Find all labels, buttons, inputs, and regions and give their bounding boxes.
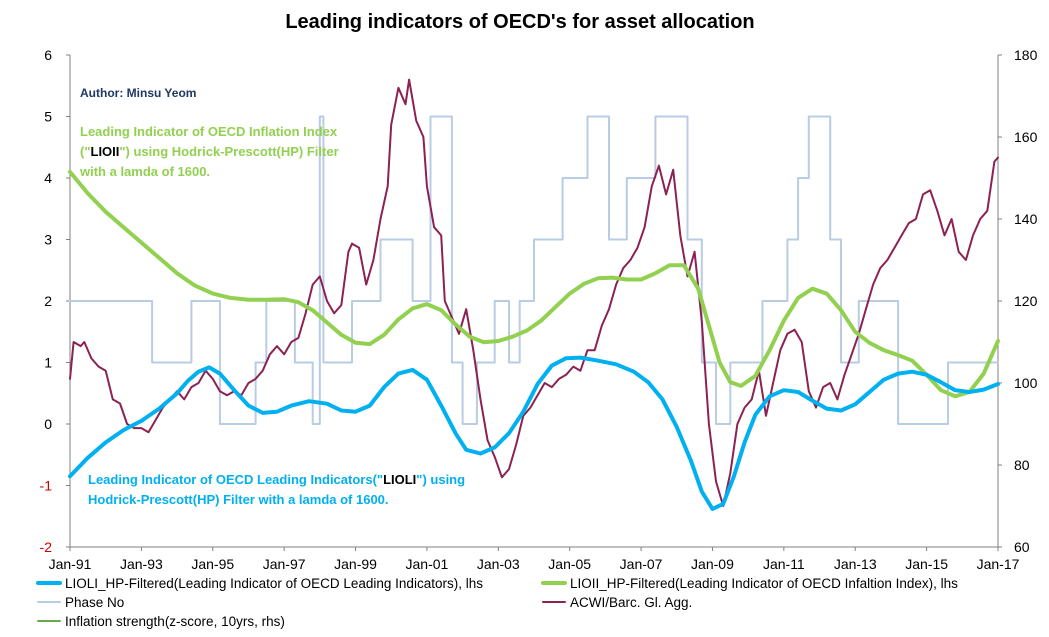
y-right-tick-label: 60 [1014,539,1030,555]
annotation-line: ("LIOII") using Hodrick-Prescott(HP) Fil… [80,144,339,159]
y-left-tick-label: -2 [40,539,53,555]
y-right-tick-label: 160 [1014,129,1038,145]
x-tick-label: Jan-17 [977,556,1020,572]
x-tick-label: Jan-07 [620,556,663,572]
annotation-emphasis: LIOII [91,144,120,159]
x-tick-label: Jan-95 [191,556,234,572]
y-right-tick-label: 80 [1014,457,1030,473]
x-tick-label: Jan-09 [691,556,734,572]
series-lioli-line [68,355,1000,511]
x-tick-label: Jan-05 [548,556,591,572]
annotation-text: Leading Indicator of OECD Leading Indica… [88,472,383,487]
annotation-text: Hodrick-Prescott(HP) Filter with a lamda… [88,492,389,507]
y-left-tick-label: 0 [44,416,52,432]
x-tick-label: Jan-03 [477,556,520,572]
legend-label: ACWI/Barc. Gl. Agg. [570,595,692,610]
x-tick-label: Jan-99 [334,556,377,572]
annotation-emphasis: LIOLI [383,472,416,487]
y-left-tick-label: 4 [44,170,52,186]
legend-label: Phase No [65,595,124,610]
author-label: Author: Minsu Yeom [80,86,196,100]
y-right-tick-label: 140 [1014,211,1038,227]
annotation-line: Leading Indicator of OECD Inflation Inde… [80,124,338,139]
legend-label: Inflation strength(z-score, 10yrs, rhs) [65,614,285,629]
annotation-text: ") using [416,472,465,487]
y-left-tick-label: 2 [44,293,52,309]
x-tick-label: Jan-13 [834,556,877,572]
y-right-axis: 60 80 100 120 140 160 180 [998,47,1038,555]
legend-label: LIOII_HP-Filtered(Leading Indicator of O… [570,576,958,591]
y-right-tick-label: 100 [1014,375,1038,391]
series-acwi-line [69,78,999,507]
y-left-tick-label: 5 [44,109,52,125]
annotation-text: (" [80,144,91,159]
series-lioii-line [68,169,1000,399]
x-tick-label: Jan-93 [120,556,163,572]
annotation-line: Hodrick-Prescott(HP) Filter with a lamda… [88,492,389,507]
annotation-line: Leading Indicator of OECD Leading Indica… [88,472,465,487]
x-axis: Jan-91 Jan-93 Jan-95 Jan-97 Jan-99 Jan-01 Jan-… [49,547,1020,572]
y-left-tick-label: -1 [40,478,53,494]
x-tick-label: Jan-97 [263,556,306,572]
annotation-text: ") using Hodrick-Prescott(HP) Filter [119,144,338,159]
y-left-tick-label: 3 [44,232,52,248]
annotation-lioii: Leading Indicator of OECD Inflation Inde… [79,124,339,179]
annotation-line: with a lamda of 1600. [79,164,210,179]
annotation-text: with a lamda of 1600. [79,164,210,179]
x-tick-label: Jan-01 [406,556,449,572]
y-left-tick-label: 6 [44,47,52,63]
y-right-tick-label: 120 [1014,293,1038,309]
legend: LIOLI_HP-Filtered(Leading Indicator of O… [36,576,958,629]
y-left-tick-label: 1 [44,355,52,371]
x-tick-label: Jan-15 [905,556,948,572]
annotation-lioli: Leading Indicator of OECD Leading Indica… [88,472,465,507]
annotation-text: Leading Indicator of OECD Inflation Inde… [80,124,338,139]
chart-title: Leading indicators of OECD's for asset a… [285,11,754,33]
legend-label: LIOLI_HP-Filtered(Leading Indicator of O… [65,576,483,591]
series-layer [68,78,1000,511]
y-right-tick-label: 180 [1014,47,1038,63]
x-tick-label: Jan-91 [49,556,92,572]
y-left-axis: -2 -1 0 1 2 3 4 5 6 [40,47,70,555]
series-phase-line [69,115,999,425]
x-tick-label: Jan-11 [763,556,805,572]
